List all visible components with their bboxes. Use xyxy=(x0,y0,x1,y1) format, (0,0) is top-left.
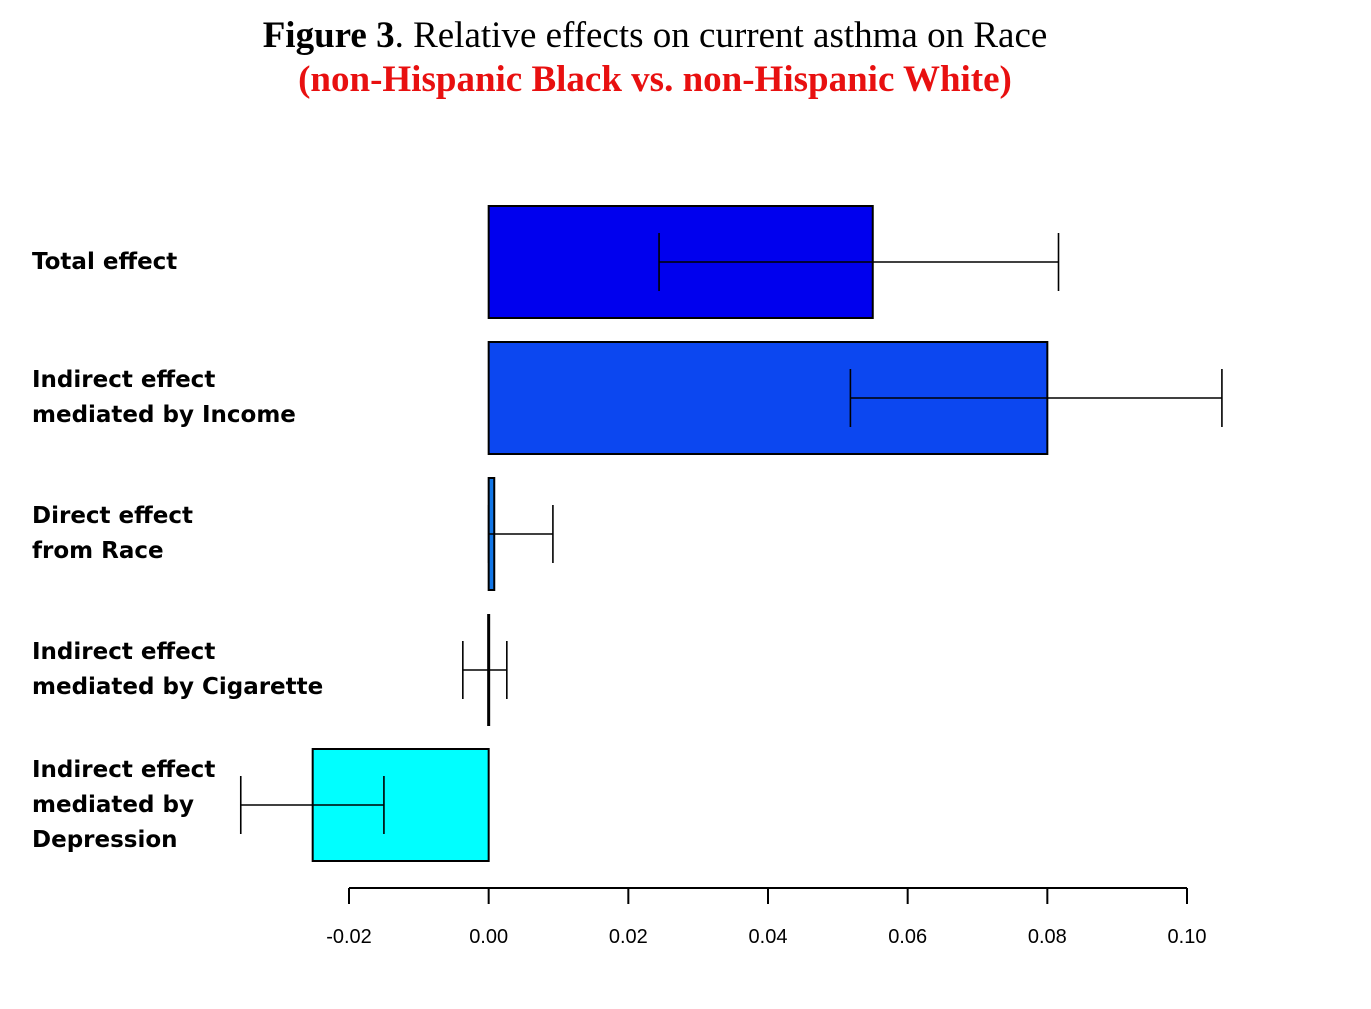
chart-title: Figure 3. Relative effects on current as… xyxy=(0,14,1310,58)
x-tick-label-3: 0.04 xyxy=(749,926,788,948)
category-labels: Total effect Indirect effect mediated by … xyxy=(0,0,340,1009)
category-label-0: Total effect xyxy=(32,248,178,275)
chart-subtitle: (non-Hispanic Black vs. non-Hispanic Whi… xyxy=(298,59,1012,100)
category-label-1: Indirect effect mediated by Income xyxy=(32,367,296,428)
x-tick-label-6: 0.10 xyxy=(1168,926,1207,948)
figure-number: Figure 3 xyxy=(262,15,395,56)
x-tick-label-0: -0.02 xyxy=(326,926,372,948)
x-tick-label-2: 0.02 xyxy=(609,926,648,948)
category-label-2: Direct effect from Race xyxy=(32,503,194,564)
category-label-3: Indirect effect mediated by Cigarette xyxy=(32,639,324,700)
x-tick-label-4: 0.06 xyxy=(888,926,927,948)
title-main: . Relative effects on current asthma on … xyxy=(394,15,1048,56)
category-label-4: Indirect effect mediated by Depression xyxy=(32,756,216,853)
x-tick-label-1: 0.00 xyxy=(469,926,508,948)
chart-title-block: Figure 3. Relative effects on current as… xyxy=(0,14,1310,102)
x-tick-label-5: 0.08 xyxy=(1028,926,1067,948)
